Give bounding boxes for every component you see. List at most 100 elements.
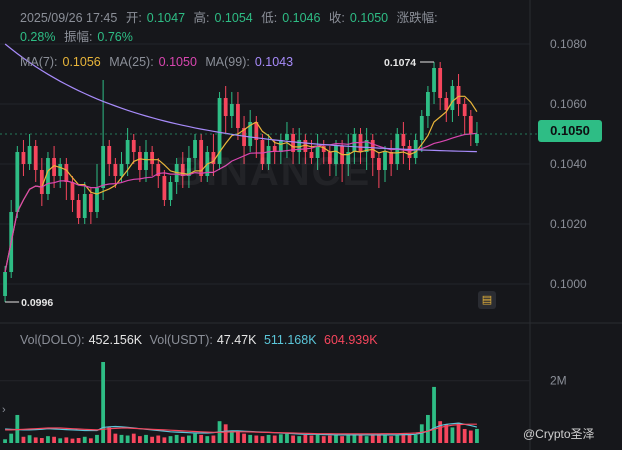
volume-bar: [401, 433, 406, 443]
volume-bar: [46, 436, 50, 443]
candle-body: [3, 272, 7, 296]
candle-body: [456, 86, 461, 104]
close-value: 0.1050: [349, 11, 389, 25]
volume-bar: [242, 433, 246, 443]
candle-body: [278, 140, 283, 152]
volume-bar: [438, 421, 443, 443]
candle-body: [334, 146, 338, 164]
volume-bar: [352, 434, 357, 443]
volume-bar: [113, 433, 118, 443]
candle-body: [39, 170, 44, 194]
ma7-line: [4, 95, 478, 273]
price-axis-tick: 0.1020: [550, 217, 587, 231]
vol-dolo-value: 452.156K: [88, 333, 143, 347]
price-axis-tick: 0.1000: [550, 277, 587, 291]
volume-bar: [119, 434, 124, 443]
volume-bar: [444, 424, 449, 443]
candle-body: [217, 98, 222, 164]
candle-body: [285, 134, 289, 140]
volume-bar: [15, 414, 20, 443]
amplitude-label: 振幅:: [63, 30, 93, 44]
candle-body: [426, 92, 430, 116]
volume-bar: [358, 434, 363, 443]
candle-body: [242, 128, 246, 146]
volume-bar: [82, 436, 87, 443]
candle-body: [419, 116, 424, 140]
candle-body: [407, 146, 412, 158]
volume-bar: [419, 424, 424, 443]
candle-body: [95, 188, 99, 212]
volume-bar: [223, 424, 228, 443]
volume-bar: [291, 435, 295, 443]
volume-bar: [303, 434, 308, 443]
ma25-value: 0.1050: [158, 55, 197, 69]
volume-bar: [21, 436, 26, 443]
candle-body: [389, 152, 394, 164]
chart-settings-icon[interactable]: ▤: [478, 291, 496, 309]
volume-bar: [413, 434, 418, 443]
candle-body: [236, 104, 240, 128]
ma7-label: MA(7):: [20, 55, 58, 69]
candle-body: [260, 140, 265, 164]
volume-bar: [260, 436, 265, 443]
candle-body: [462, 104, 467, 116]
volume-bar: [70, 438, 75, 443]
candle-body: [21, 152, 26, 164]
candle-body: [413, 140, 418, 158]
volume-bar: [168, 436, 173, 443]
candle-body: [346, 152, 351, 164]
volume-bar: [205, 436, 210, 443]
volume-bar: [309, 435, 314, 443]
candle-body: [131, 140, 136, 152]
volume-bar: [285, 433, 289, 443]
volume-bar: [33, 437, 38, 443]
volume-bar: [95, 434, 99, 443]
volume-bar: [327, 435, 332, 443]
volume-bar: [254, 435, 259, 443]
ohlc-header: 2025/09/26 17:45 开: 0.1047 高: 0.1054 低: 0.1…: [20, 9, 540, 47]
candle-body: [383, 152, 387, 170]
candle-body: [199, 140, 204, 176]
candle-body: [107, 146, 112, 164]
candle-body: [444, 98, 449, 110]
volume-bar: [150, 436, 155, 443]
volume-bar: [76, 438, 81, 443]
scroll-left-icon[interactable]: ›: [2, 404, 6, 416]
volume-bar: [432, 386, 436, 443]
price-axis-tick: 0.1080: [550, 37, 587, 51]
volume-bar: [272, 435, 277, 443]
current-price-tag: 0.1050: [538, 120, 602, 142]
volume-bar: [107, 427, 112, 443]
high-value: 0.1054: [214, 11, 253, 25]
candle-body: [46, 158, 50, 194]
candle-body: [254, 122, 259, 140]
candle-body: [193, 140, 197, 158]
change-label: 涨跌幅:: [396, 11, 438, 25]
vol-usdt-label: Vol(USDT):: [149, 333, 213, 347]
volume-bar: [125, 435, 130, 443]
volume-bar: [456, 422, 461, 443]
candle-body: [150, 152, 155, 164]
candle-body: [27, 146, 32, 164]
amplitude-value: 0.76%: [97, 30, 133, 44]
candle-body: [168, 182, 173, 200]
volume-bar: [364, 436, 369, 443]
volume-bar: [39, 438, 44, 443]
volume-bar: [27, 435, 32, 443]
brand-watermark: BINANCE: [175, 150, 372, 194]
volume-ma1-line: [5, 422, 478, 436]
volume-bar: [144, 434, 148, 443]
candle-body: [327, 152, 332, 164]
candle-body: [475, 134, 479, 143]
candle-body: [438, 68, 443, 98]
volume-bar: [199, 434, 204, 443]
candle-body: [82, 194, 87, 218]
candle-body: [52, 158, 56, 176]
ma99-value: 0.1043: [254, 55, 294, 69]
candle-body: [33, 146, 38, 170]
volume-bar: [180, 436, 185, 443]
volume-bar: [187, 435, 191, 443]
volume-bar: [383, 434, 387, 443]
candle-body: [376, 158, 381, 170]
